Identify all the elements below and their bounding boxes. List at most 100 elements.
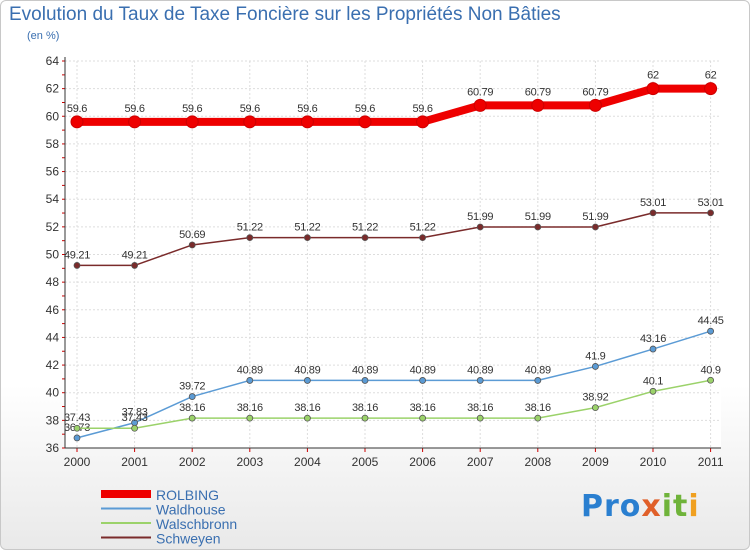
series-line-rolbing — [73, 84, 715, 126]
data-point-schweyen — [73, 262, 81, 269]
data-point-rolbing — [704, 82, 718, 96]
y-tick-label: 62 — [46, 82, 60, 96]
data-point-waldhouse — [246, 377, 254, 384]
legend-label-schweyen: Schweyen — [156, 531, 221, 547]
data-label-schweyen: 53.01 — [698, 197, 724, 209]
data-label-schweyen: 49.21 — [64, 249, 90, 261]
x-tick-label: 2001 — [121, 455, 148, 469]
data-label-rolbing: 59.6 — [412, 103, 432, 115]
y-tick-label: 50 — [46, 248, 60, 262]
data-point-waldhouse — [303, 377, 311, 384]
data-point-schweyen — [246, 234, 254, 242]
data-point-walschbronn — [73, 424, 81, 432]
data-point-rolbing — [473, 98, 487, 112]
y-tick-label: 40 — [46, 386, 60, 400]
x-tick-label: 2002 — [179, 455, 206, 469]
data-point-walschbronn — [707, 376, 714, 384]
data-point-schweyen — [188, 241, 196, 249]
data-label-rolbing: 59.6 — [124, 103, 144, 115]
x-tick-label: 2011 — [698, 455, 724, 469]
data-point-schweyen — [419, 234, 427, 242]
data-point-waldhouse — [707, 327, 714, 335]
data-point-rolbing — [243, 115, 257, 129]
x-tick-label: 2000 — [64, 455, 91, 469]
data-label-rolbing: 59.6 — [355, 103, 375, 115]
data-point-rolbing — [300, 115, 314, 129]
data-label-schweyen: 50.69 — [179, 229, 205, 241]
data-point-rolbing — [358, 115, 372, 129]
data-label-walschbronn: 40.9 — [700, 364, 720, 376]
data-point-waldhouse — [361, 377, 369, 384]
y-tick-label: 38 — [46, 413, 60, 427]
data-point-schweyen — [361, 234, 369, 242]
data-label-waldhouse: 44.45 — [698, 315, 724, 327]
data-point-walschbronn — [419, 414, 427, 422]
y-tick-label: 48 — [46, 275, 60, 289]
data-point-rolbing — [646, 82, 660, 96]
data-label-rolbing: 59.6 — [67, 103, 87, 115]
y-tick-label: 42 — [46, 358, 60, 372]
data-point-walschbronn — [131, 424, 139, 432]
data-label-rolbing: 59.6 — [297, 103, 317, 115]
x-tick-label: 2004 — [294, 455, 321, 469]
series-line-walschbronn — [76, 379, 712, 429]
data-point-schweyen — [476, 223, 484, 231]
chart-title: Evolution du Taux de Taxe Foncière sur l… — [9, 4, 561, 25]
data-label-walschbronn: 40.1 — [643, 375, 663, 387]
data-label-rolbing: 60.79 — [525, 86, 551, 98]
data-label-walschbronn: 38.92 — [582, 392, 608, 404]
data-point-walschbronn — [649, 387, 657, 395]
data-point-rolbing — [128, 115, 142, 129]
data-label-walschbronn: 38.16 — [467, 402, 493, 414]
data-label-schweyen: 51.99 — [467, 211, 493, 223]
data-label-walschbronn: 38.16 — [179, 402, 205, 414]
data-point-rolbing — [416, 115, 430, 129]
y-tick-label: 60 — [46, 109, 60, 123]
x-tick-label: 2005 — [352, 455, 379, 469]
data-label-waldhouse: 40.89 — [352, 364, 378, 376]
data-label-schweyen: 53.01 — [640, 197, 666, 209]
data-label-schweyen: 51.22 — [410, 222, 436, 234]
data-label-waldhouse: 40.89 — [525, 364, 551, 376]
data-point-walschbronn — [303, 414, 311, 422]
data-label-walschbronn: 38.16 — [237, 402, 263, 414]
data-label-walschbronn: 37.43 — [64, 412, 90, 424]
legend-label-waldhouse: Waldhouse — [156, 502, 226, 518]
data-label-rolbing: 62 — [647, 70, 659, 82]
data-point-walschbronn — [476, 414, 484, 422]
data-point-waldhouse — [476, 377, 484, 384]
data-label-waldhouse: 40.89 — [467, 364, 493, 376]
data-point-schweyen — [303, 234, 311, 242]
x-tick-label: 2007 — [467, 455, 494, 469]
data-point-walschbronn — [592, 404, 599, 412]
data-label-waldhouse: 37.83 — [122, 407, 148, 419]
data-label-rolbing: 59.6 — [240, 103, 260, 115]
data-point-rolbing — [185, 115, 199, 129]
y-tick-label: 44 — [46, 330, 60, 344]
data-point-waldhouse — [592, 363, 599, 370]
data-label-walschbronn: 38.16 — [294, 402, 320, 414]
data-point-waldhouse — [419, 377, 427, 384]
y-tick-label: 36 — [46, 441, 60, 455]
data-label-schweyen: 51.22 — [294, 222, 320, 234]
data-point-schweyen — [592, 223, 599, 231]
data-label-schweyen: 49.21 — [122, 249, 148, 261]
data-point-schweyen — [649, 209, 657, 217]
data-label-walschbronn: 37.43 — [122, 412, 148, 424]
data-point-walschbronn — [534, 414, 542, 422]
data-point-schweyen — [131, 262, 139, 269]
data-point-waldhouse — [534, 377, 542, 384]
data-label-schweyen: 51.99 — [525, 211, 551, 223]
data-label-waldhouse: 43.16 — [640, 333, 666, 345]
y-tick-label: 56 — [46, 165, 60, 179]
data-point-schweyen — [707, 209, 714, 217]
data-label-waldhouse: 41.9 — [585, 350, 605, 362]
data-label-waldhouse: 40.89 — [410, 364, 436, 376]
data-label-rolbing: 60.79 — [467, 86, 493, 98]
data-point-rolbing — [70, 115, 84, 129]
data-label-rolbing: 60.79 — [582, 86, 608, 98]
data-label-rolbing: 62 — [705, 70, 717, 82]
legend-label-walschbronn: Walschbronn — [156, 516, 237, 532]
